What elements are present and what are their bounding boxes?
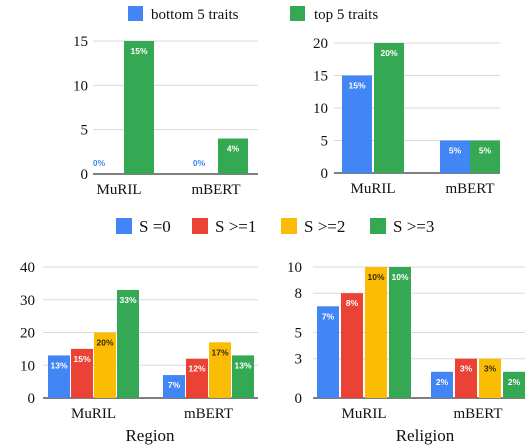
religion-bar bbox=[479, 358, 501, 398]
traits-left-data-label: 0% bbox=[193, 158, 206, 168]
religion-data-label: 10% bbox=[367, 272, 384, 282]
traits-left-bar bbox=[218, 138, 248, 174]
legend-label-s3: S >=3 bbox=[393, 217, 434, 236]
region-bar bbox=[232, 355, 254, 398]
traits-right-ytick-label: 15 bbox=[313, 69, 328, 85]
traits-left-ytick-label: 10 bbox=[73, 78, 88, 94]
religion-data-label: 8% bbox=[346, 298, 359, 308]
legend-swatch-s1 bbox=[192, 218, 208, 234]
religion-bar bbox=[455, 358, 477, 398]
region-bar bbox=[94, 332, 116, 398]
traits-left-ytick-label: 15 bbox=[73, 34, 88, 50]
traits-left-data-label: 4% bbox=[227, 144, 240, 154]
religion-ytick-label: 0 bbox=[295, 391, 303, 407]
region-ytick-label: 20 bbox=[20, 326, 35, 342]
religion-bar bbox=[317, 306, 339, 398]
traits-right-ytick-label: 0 bbox=[321, 166, 329, 182]
religion-data-label: 2% bbox=[508, 377, 521, 387]
region-bar bbox=[48, 355, 70, 398]
religion-data-label: 2% bbox=[436, 377, 449, 387]
religion-bar bbox=[503, 371, 525, 398]
traits-right-data-label: 5% bbox=[449, 146, 462, 156]
religion-bar bbox=[341, 293, 363, 398]
subtitle-region: Region bbox=[125, 426, 175, 445]
region-data-label: 33% bbox=[119, 295, 136, 305]
traits-right-bar bbox=[374, 43, 404, 173]
region-data-label: 20% bbox=[96, 338, 113, 348]
traits-left-ytick-label: 0 bbox=[81, 167, 89, 183]
traits-right-ytick-label: 20 bbox=[313, 36, 328, 52]
religion-bar bbox=[365, 267, 387, 398]
region-category-label: mBERT bbox=[184, 406, 233, 422]
traits-right-category-label: mBERT bbox=[445, 181, 494, 197]
legend-s: S =0 S >=1 S >=2 S >=3 bbox=[116, 217, 434, 236]
subtitle-religion: Religion bbox=[396, 426, 455, 445]
traits-right-bar bbox=[470, 140, 500, 173]
region-bar bbox=[117, 289, 139, 398]
traits-left-ytick-label: 5 bbox=[81, 123, 89, 139]
region-bar bbox=[186, 358, 208, 398]
legend-swatch-bottom-5 bbox=[128, 6, 143, 21]
religion-category-label: MuRIL bbox=[342, 406, 387, 422]
traits-left-data-label: 15% bbox=[130, 46, 147, 56]
legend-swatch-top-5 bbox=[290, 6, 305, 21]
religion-data-label: 10% bbox=[391, 272, 408, 282]
traits-left-category-label: mBERT bbox=[191, 182, 240, 198]
legend-label-s2: S >=2 bbox=[304, 217, 345, 236]
traits-right-ytick-label: 10 bbox=[313, 101, 328, 117]
traits-right-data-label: 15% bbox=[348, 81, 365, 91]
traits-right-data-label: 20% bbox=[380, 48, 397, 58]
region-bar bbox=[163, 375, 185, 398]
region-ytick-label: 30 bbox=[20, 293, 35, 309]
region-data-label: 13% bbox=[234, 360, 251, 370]
religion-bar bbox=[389, 267, 411, 398]
region-data-label: 12% bbox=[188, 364, 205, 374]
region-ytick-label: 10 bbox=[20, 358, 35, 374]
region-data-label: 7% bbox=[168, 380, 181, 390]
traits-left-category-label: MuRIL bbox=[97, 182, 142, 198]
region-bar bbox=[71, 348, 93, 398]
legend-swatch-s0 bbox=[116, 218, 132, 234]
legend-swatch-s3 bbox=[370, 218, 386, 234]
religion-data-label: 3% bbox=[460, 364, 473, 374]
legend-label-s0: S =0 bbox=[139, 217, 171, 236]
religion-ytick-label: 8 bbox=[295, 286, 303, 302]
traits-right-bar bbox=[342, 75, 372, 173]
legend-label-s1: S >=1 bbox=[215, 217, 256, 236]
religion-ytick-label: 3 bbox=[295, 352, 303, 368]
traits-right-bar bbox=[440, 140, 470, 173]
religion-ytick-label: 10 bbox=[287, 260, 302, 276]
religion-data-label: 7% bbox=[322, 311, 335, 321]
region-ytick-label: 0 bbox=[28, 391, 36, 407]
region-bar bbox=[209, 342, 231, 398]
religion-ytick-label: 5 bbox=[295, 326, 303, 342]
traits-left-data-label: 0% bbox=[93, 158, 106, 168]
religion-category-label: mBERT bbox=[453, 406, 502, 422]
region-category-label: MuRIL bbox=[71, 406, 116, 422]
traits-right-category-label: MuRIL bbox=[351, 181, 396, 197]
religion-data-label: 3% bbox=[484, 364, 497, 374]
legend-swatch-s2 bbox=[281, 218, 297, 234]
traits-left-bar bbox=[124, 41, 154, 174]
legend-label-top-5: top 5 traits bbox=[314, 7, 378, 23]
traits-right-ytick-label: 5 bbox=[321, 134, 329, 150]
legend-label-bottom-5: bottom 5 traits bbox=[151, 7, 239, 23]
legend-traits: bottom 5 traits top 5 traits bbox=[128, 6, 378, 23]
region-data-label: 17% bbox=[211, 347, 228, 357]
region-ytick-label: 40 bbox=[20, 260, 35, 276]
traits-right-data-label: 5% bbox=[479, 146, 492, 156]
religion-bar bbox=[431, 371, 453, 398]
region-data-label: 13% bbox=[50, 360, 67, 370]
region-data-label: 15% bbox=[73, 354, 90, 364]
